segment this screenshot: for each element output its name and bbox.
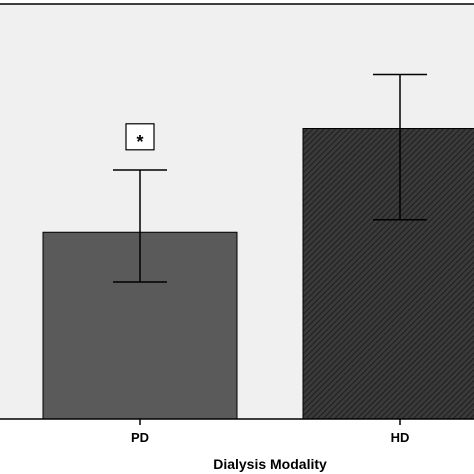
x-axis-label: Dialysis Modality — [213, 456, 327, 472]
bar-hd — [302, 128, 474, 420]
significance-box — [125, 123, 155, 151]
significance-marker: * — [136, 132, 143, 152]
x-tick-label-hd: HD — [391, 430, 410, 445]
x-tick-label-pd: PD — [131, 430, 149, 445]
